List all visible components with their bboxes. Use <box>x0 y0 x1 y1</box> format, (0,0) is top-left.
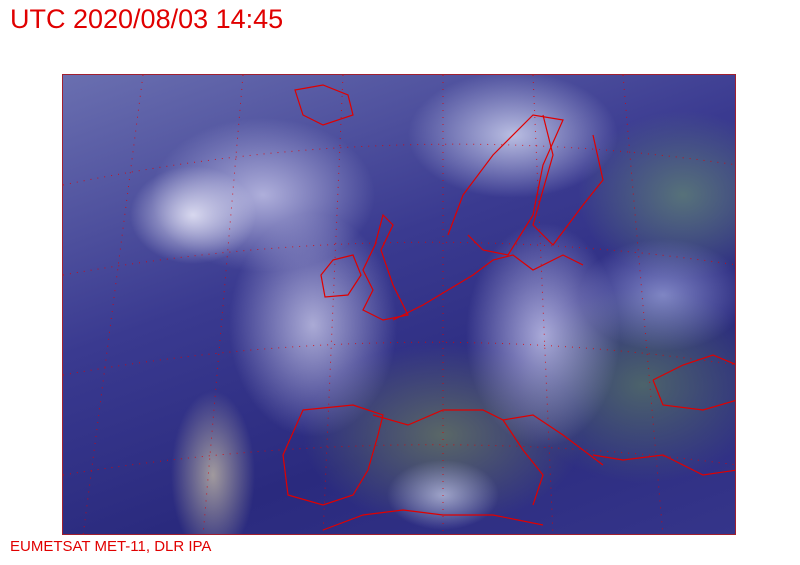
scandinavia-coast <box>447 114 564 256</box>
black-sea-coast <box>652 354 735 411</box>
iceland-coast <box>294 84 354 126</box>
africa-coast <box>322 509 544 531</box>
britain-coast <box>362 213 409 321</box>
baltic-coast <box>532 114 604 246</box>
mediterranean-coast <box>372 409 735 506</box>
europe-coast <box>392 254 584 321</box>
satellite-image <box>62 74 736 535</box>
map-overlay <box>63 75 735 534</box>
timestamp-title: UTC 2020/08/03 14:45 <box>10 4 284 34</box>
image-credit: EUMETSAT MET-11, DLR IPA <box>10 538 212 555</box>
lat-lon-grid <box>63 75 735 534</box>
coastlines <box>282 84 735 531</box>
ireland-coast <box>320 254 362 298</box>
iberia-coast <box>282 404 384 506</box>
